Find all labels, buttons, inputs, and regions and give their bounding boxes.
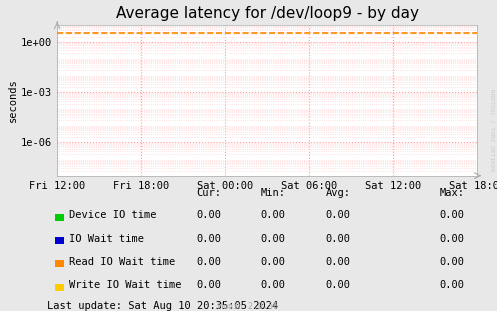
Text: 0.00: 0.00 bbox=[196, 234, 221, 244]
Text: 0.00: 0.00 bbox=[261, 280, 286, 290]
Text: 0.00: 0.00 bbox=[261, 234, 286, 244]
Text: Avg:: Avg: bbox=[326, 188, 350, 198]
Text: 0.00: 0.00 bbox=[326, 210, 350, 220]
Text: 0.00: 0.00 bbox=[326, 234, 350, 244]
Text: 0.00: 0.00 bbox=[196, 280, 221, 290]
Text: Min:: Min: bbox=[261, 188, 286, 198]
Text: Read IO Wait time: Read IO Wait time bbox=[69, 257, 175, 267]
Text: 0.00: 0.00 bbox=[440, 210, 465, 220]
Text: Max:: Max: bbox=[440, 188, 465, 198]
Text: 0.00: 0.00 bbox=[261, 257, 286, 267]
Text: Device IO time: Device IO time bbox=[69, 210, 156, 220]
Text: IO Wait time: IO Wait time bbox=[69, 234, 144, 244]
Text: Munin 2.0.56: Munin 2.0.56 bbox=[219, 302, 278, 311]
Text: 0.00: 0.00 bbox=[196, 257, 221, 267]
Text: 0.00: 0.00 bbox=[326, 280, 350, 290]
Title: Average latency for /dev/loop9 - by day: Average latency for /dev/loop9 - by day bbox=[116, 6, 418, 21]
Text: 0.00: 0.00 bbox=[440, 234, 465, 244]
Text: 0.00: 0.00 bbox=[196, 210, 221, 220]
Text: Cur:: Cur: bbox=[196, 188, 221, 198]
Text: 0.00: 0.00 bbox=[261, 210, 286, 220]
Text: 0.00: 0.00 bbox=[326, 257, 350, 267]
Text: 0.00: 0.00 bbox=[440, 280, 465, 290]
Text: Last update: Sat Aug 10 20:35:05 2024: Last update: Sat Aug 10 20:35:05 2024 bbox=[47, 301, 278, 311]
Text: 0.00: 0.00 bbox=[440, 257, 465, 267]
Text: RRDTOOL / TOBI OETIKER: RRDTOOL / TOBI OETIKER bbox=[490, 89, 495, 172]
Y-axis label: seconds: seconds bbox=[8, 78, 18, 122]
Text: Write IO Wait time: Write IO Wait time bbox=[69, 280, 181, 290]
